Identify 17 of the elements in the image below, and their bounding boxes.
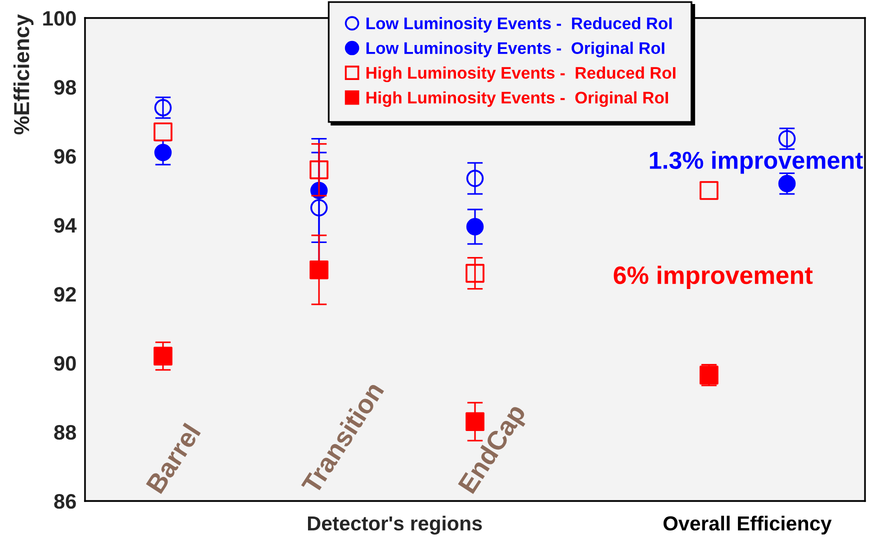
annotation: 1.3% improvement <box>650 151 863 174</box>
legend-label: Low Luminosity Events - Original RoI <box>366 42 664 58</box>
legend-label: High Luminosity Events - Reduced RoI <box>366 66 676 82</box>
y-tick-label: 88 <box>54 425 76 440</box>
y-tick-label: 98 <box>54 80 76 95</box>
y-axis-title: %Efficiency <box>13 14 34 134</box>
text: Overall Efficiency <box>664 516 832 535</box>
y-tick-label: 100 <box>43 11 76 26</box>
y-tick-label: 96 <box>54 149 76 164</box>
annotation: 6% improvement <box>614 266 813 290</box>
y-tick-label: 94 <box>54 218 77 233</box>
y-tick-label: 92 <box>54 287 76 302</box>
y-tick-label: 90 <box>54 356 76 371</box>
legend-label: Low Luminosity Events - Reduced RoI <box>366 17 672 33</box>
legend-label: High Luminosity Events - Original RoI <box>366 91 668 107</box>
y-tick-label: 86 <box>54 494 76 509</box>
x-axis-title: Detector's regions <box>308 516 482 535</box>
